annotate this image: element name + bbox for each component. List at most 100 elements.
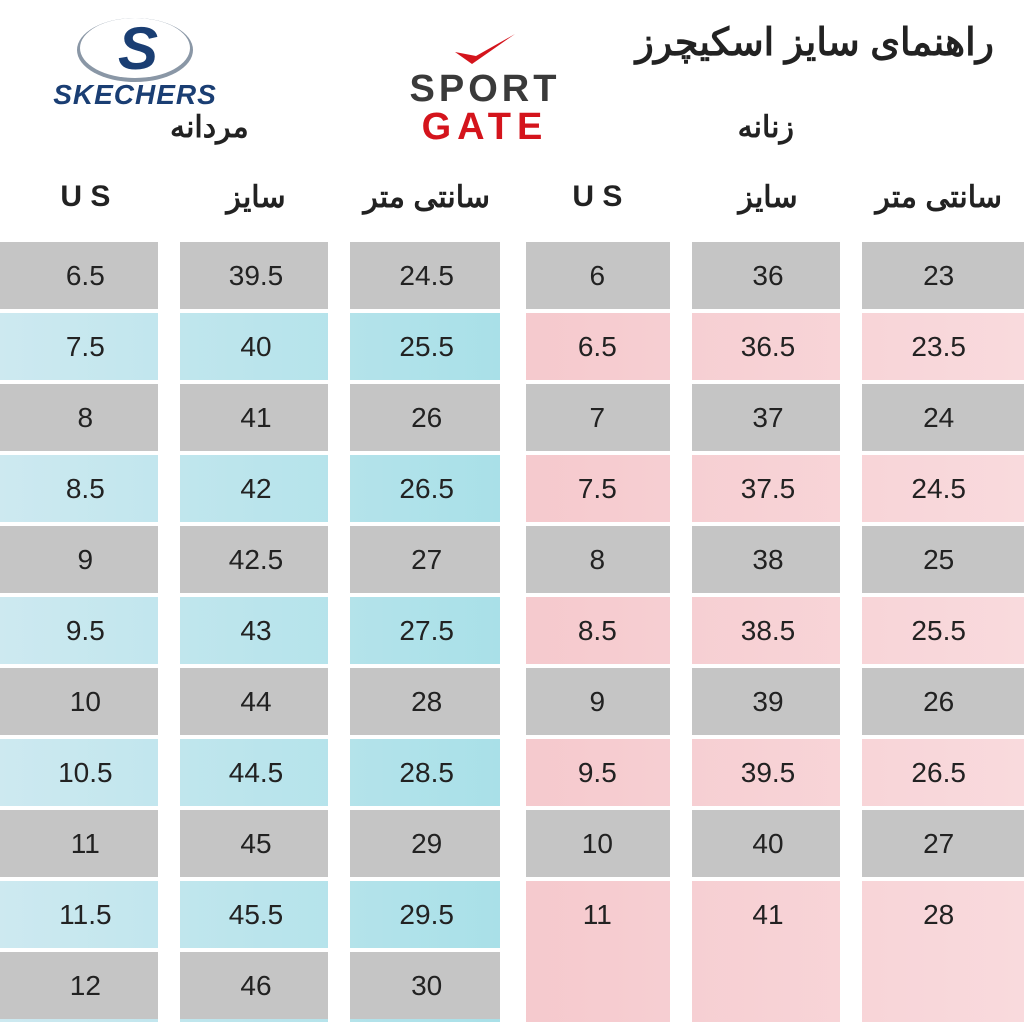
table-row: 124630 bbox=[0, 948, 512, 1019]
table-row: 11.545.529.5 bbox=[0, 877, 512, 948]
men-cell-size: 39.5 bbox=[171, 260, 342, 292]
men-cell-cm: 30 bbox=[341, 970, 512, 1002]
table-row: 8.538.525.5 bbox=[512, 593, 1024, 664]
col-header-us: U S bbox=[0, 180, 171, 214]
women-cell-size: 38.5 bbox=[683, 615, 854, 647]
women-cell-size: 39.5 bbox=[683, 757, 854, 789]
men-cell-cm: 27.5 bbox=[341, 615, 512, 647]
table-row: 63623 bbox=[512, 238, 1024, 309]
women-cell-size: 36.5 bbox=[683, 331, 854, 363]
men-cell-cm: 29.5 bbox=[341, 899, 512, 931]
men-cell-cm: 28 bbox=[341, 686, 512, 718]
skechers-s-icon: S bbox=[35, 15, 235, 85]
check-icon bbox=[370, 30, 600, 70]
women-cell-cm: 27 bbox=[853, 828, 1024, 860]
women-cell-size: 37 bbox=[683, 402, 854, 434]
men-cell-cm: 28.5 bbox=[341, 757, 512, 789]
women-header-row: U S سایز سانتی متر bbox=[512, 160, 1024, 238]
women-cell-cm: 23.5 bbox=[853, 331, 1024, 363]
women-cell-cm: 24.5 bbox=[853, 473, 1024, 505]
women-rows: 636236.536.523.5737247.537.524.5838258.5… bbox=[512, 238, 1024, 948]
table-row: 9.539.526.5 bbox=[512, 735, 1024, 806]
women-cell-us: 8 bbox=[512, 544, 683, 576]
women-cell-us: 6 bbox=[512, 260, 683, 292]
women-cell-us: 6.5 bbox=[512, 331, 683, 363]
men-cell-us: 8 bbox=[0, 402, 171, 434]
men-rows: 6.539.524.57.54025.5841268.54226.5942.52… bbox=[0, 238, 512, 1019]
women-cell-cm: 25.5 bbox=[853, 615, 1024, 647]
men-cell-cm: 24.5 bbox=[341, 260, 512, 292]
page-title: راهنمای سایز اسکیچرز bbox=[636, 20, 994, 65]
men-cell-cm: 26 bbox=[341, 402, 512, 434]
women-cell-us: 9.5 bbox=[512, 757, 683, 789]
men-cell-us: 8.5 bbox=[0, 473, 171, 505]
men-cell-size: 40 bbox=[171, 331, 342, 363]
table-row: 6.536.523.5 bbox=[512, 309, 1024, 380]
women-cell-us: 7 bbox=[512, 402, 683, 434]
sportgate-line2: GATE bbox=[370, 108, 600, 146]
men-cell-cm: 26.5 bbox=[341, 473, 512, 505]
men-cell-us: 10.5 bbox=[0, 757, 171, 789]
table-row: 6.539.524.5 bbox=[0, 238, 512, 309]
men-cell-cm: 25.5 bbox=[341, 331, 512, 363]
men-cell-size: 45.5 bbox=[171, 899, 342, 931]
men-cell-cm: 27 bbox=[341, 544, 512, 576]
men-cell-us: 11 bbox=[0, 828, 171, 860]
col-header-us: U S bbox=[512, 180, 683, 214]
men-cell-us: 9.5 bbox=[0, 615, 171, 647]
header: S SKECHERS SPORT GATE راهنمای سایز اسکیچ… bbox=[0, 0, 1024, 160]
men-cell-size: 44 bbox=[171, 686, 342, 718]
men-cell-us: 7.5 bbox=[0, 331, 171, 363]
table-row: 114529 bbox=[0, 806, 512, 877]
women-cell-us: 7.5 bbox=[512, 473, 683, 505]
women-label: زنانه bbox=[738, 110, 794, 145]
table-row: 10.544.528.5 bbox=[0, 735, 512, 806]
col-header-cm: سانتی متر bbox=[853, 180, 1024, 215]
col-header-size: سایز bbox=[171, 180, 342, 215]
men-cell-cm: 29 bbox=[341, 828, 512, 860]
women-table: U S سایز سانتی متر 636236.536.523.573724… bbox=[512, 160, 1024, 1022]
men-cell-size: 43 bbox=[171, 615, 342, 647]
table-row: 114128 bbox=[512, 877, 1024, 948]
table-row: 8.54226.5 bbox=[0, 451, 512, 522]
women-cell-cm: 24 bbox=[853, 402, 1024, 434]
table-row: 73724 bbox=[512, 380, 1024, 451]
men-cell-us: 9 bbox=[0, 544, 171, 576]
sportgate-line1: SPORT bbox=[370, 70, 600, 108]
table-row: 7.537.524.5 bbox=[512, 451, 1024, 522]
men-header-row: U S سایز سانتی متر bbox=[0, 160, 512, 238]
men-label: مردانه bbox=[170, 110, 249, 145]
women-cell-cm: 28 bbox=[853, 899, 1024, 931]
women-cell-size: 40 bbox=[683, 828, 854, 860]
col-header-cm: سانتی متر bbox=[341, 180, 512, 215]
women-cell-cm: 23 bbox=[853, 260, 1024, 292]
women-cell-us: 9 bbox=[512, 686, 683, 718]
men-cell-us: 6.5 bbox=[0, 260, 171, 292]
table-row: 7.54025.5 bbox=[0, 309, 512, 380]
women-cell-size: 39 bbox=[683, 686, 854, 718]
svg-text:S: S bbox=[118, 15, 158, 82]
size-tables: U S سایز سانتی متر 6.539.524.57.54025.58… bbox=[0, 160, 1024, 1022]
skechers-logo: S SKECHERS bbox=[35, 15, 235, 111]
men-cell-us: 12 bbox=[0, 970, 171, 1002]
men-cell-size: 42.5 bbox=[171, 544, 342, 576]
women-cell-cm: 25 bbox=[853, 544, 1024, 576]
men-cell-size: 42 bbox=[171, 473, 342, 505]
women-cell-cm: 26.5 bbox=[853, 757, 1024, 789]
women-cell-us: 10 bbox=[512, 828, 683, 860]
table-row: 104428 bbox=[0, 664, 512, 735]
men-cell-size: 46 bbox=[171, 970, 342, 1002]
women-cell-cm: 26 bbox=[853, 686, 1024, 718]
table-row: 83825 bbox=[512, 522, 1024, 593]
men-cell-us: 11.5 bbox=[0, 899, 171, 931]
table-row: 942.527 bbox=[0, 522, 512, 593]
men-cell-size: 45 bbox=[171, 828, 342, 860]
women-cell-size: 37.5 bbox=[683, 473, 854, 505]
women-cell-size: 36 bbox=[683, 260, 854, 292]
table-row: 84126 bbox=[0, 380, 512, 451]
men-table: U S سایز سانتی متر 6.539.524.57.54025.58… bbox=[0, 160, 512, 1022]
women-cell-us: 11 bbox=[512, 899, 683, 931]
table-row: 93926 bbox=[512, 664, 1024, 735]
table-row: 104027 bbox=[512, 806, 1024, 877]
women-cell-us: 8.5 bbox=[512, 615, 683, 647]
